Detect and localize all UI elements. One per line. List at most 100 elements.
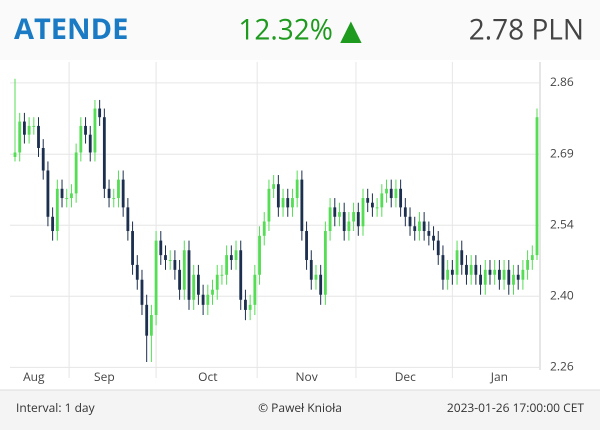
candle-body xyxy=(342,212,346,232)
x-tick-label: Dec xyxy=(395,368,416,385)
candle-body xyxy=(314,274,318,280)
candle-body xyxy=(159,240,163,256)
candle-body xyxy=(295,179,299,199)
candle-body xyxy=(352,212,356,222)
candle-body xyxy=(385,188,388,194)
footer-bg xyxy=(0,390,600,430)
candle-body xyxy=(187,250,191,300)
candle-body xyxy=(389,188,393,199)
interval: Interval: 1 day xyxy=(16,399,96,416)
candle-body xyxy=(427,231,431,236)
candle-body xyxy=(347,221,351,232)
candle-body xyxy=(380,193,384,208)
candle-body xyxy=(493,269,497,275)
candle-body xyxy=(366,198,370,203)
ticker: ATENDE xyxy=(14,9,128,48)
candle-body xyxy=(526,260,530,270)
candle-body xyxy=(18,121,22,153)
candle-body xyxy=(262,221,266,236)
candle-body xyxy=(328,207,332,232)
candle-body xyxy=(234,250,238,261)
candle-body xyxy=(117,179,120,199)
candle-body xyxy=(276,184,280,208)
y-tick-label: 2.40 xyxy=(550,286,574,303)
candle-body xyxy=(281,198,285,208)
candle-body xyxy=(27,125,31,135)
author: © Paweł Knioła xyxy=(258,399,342,416)
candle-body xyxy=(126,207,130,232)
candle-body xyxy=(98,108,102,118)
candle-body xyxy=(488,269,492,275)
candle-body xyxy=(375,207,379,209)
candle-body xyxy=(338,212,341,217)
candle-body xyxy=(253,274,257,305)
candle-body xyxy=(497,269,501,280)
candle-body xyxy=(60,188,64,199)
candle-body xyxy=(286,198,290,208)
candle-body xyxy=(173,260,177,270)
candle-body xyxy=(248,304,252,310)
candle-body xyxy=(164,255,167,261)
candle-body xyxy=(192,274,196,300)
y-tick-label: 2.26 xyxy=(550,358,574,375)
candle-body xyxy=(502,269,506,280)
candle-body xyxy=(88,134,92,153)
candle-body xyxy=(182,250,186,290)
change: 12.32% ▲ xyxy=(238,10,362,48)
candle-body xyxy=(154,240,158,316)
candle-body xyxy=(140,279,144,305)
candle-body xyxy=(201,294,205,305)
candle-body xyxy=(13,152,17,157)
candle-body xyxy=(319,274,323,295)
candle-body xyxy=(460,250,464,265)
candle-body xyxy=(436,240,440,256)
candle-body xyxy=(483,269,487,285)
header-bg xyxy=(0,0,600,60)
candle-body xyxy=(403,207,407,217)
candle-body xyxy=(399,188,403,208)
candle-body xyxy=(300,179,304,232)
candle-body xyxy=(309,260,313,280)
x-tick-label: Aug xyxy=(23,368,45,385)
candle-body xyxy=(244,299,247,310)
candle-body xyxy=(93,108,97,153)
candle-body xyxy=(469,264,473,275)
candle-body xyxy=(535,117,539,256)
candle-body xyxy=(225,255,229,275)
candle-body xyxy=(215,274,219,290)
candle-body xyxy=(178,269,182,290)
candle-body xyxy=(41,148,45,171)
x-tick-label: Sep xyxy=(94,368,115,385)
candle-body xyxy=(135,264,139,280)
y-tick-label: 2.69 xyxy=(550,144,574,161)
candle-body xyxy=(32,125,36,127)
candle-body xyxy=(74,152,78,194)
candle-body xyxy=(145,304,149,336)
candle-body xyxy=(507,269,511,285)
candle-body xyxy=(441,255,445,280)
candle-body xyxy=(206,294,210,305)
candle-body xyxy=(521,269,525,280)
candle-body xyxy=(196,274,200,295)
candle-body xyxy=(479,274,482,285)
candle-body xyxy=(258,235,261,275)
candle-body xyxy=(516,274,520,280)
candle-body xyxy=(112,198,116,200)
candle-body xyxy=(361,198,365,227)
candle-body xyxy=(65,198,69,200)
candle-body xyxy=(291,198,294,208)
candle-body xyxy=(149,315,153,336)
candle-body xyxy=(51,216,55,232)
candle-body xyxy=(455,250,459,275)
candle-body xyxy=(239,250,243,300)
candle-body xyxy=(211,289,214,295)
candle-body xyxy=(530,255,534,261)
candle-body xyxy=(84,125,87,135)
timestamp: 2023-01-26 17:00:00 CET xyxy=(447,399,585,416)
candle-body xyxy=(55,188,59,232)
candle-body xyxy=(131,231,134,265)
candle-body xyxy=(512,274,515,285)
candle-body xyxy=(272,184,276,189)
price: 2.78 PLN xyxy=(469,10,584,48)
